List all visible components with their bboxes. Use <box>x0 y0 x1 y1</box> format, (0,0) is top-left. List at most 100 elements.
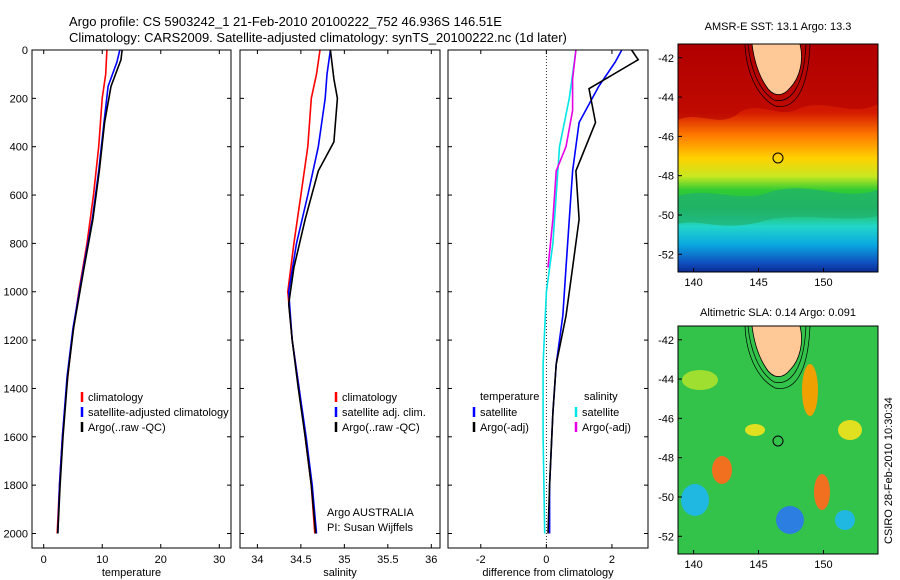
sla-float-marker <box>772 435 784 447</box>
y-tick-label: 1600 <box>4 432 28 444</box>
header-line-2: Climatology: CARS2009. Satellite-adjuste… <box>69 30 567 45</box>
x-tick-label: 10 <box>96 554 108 566</box>
y-tick-label: 600 <box>10 190 28 202</box>
map-y-tick-label: -42 <box>658 53 674 65</box>
x-tick-label: 0 <box>543 554 549 566</box>
y-tick-label: 1400 <box>4 383 28 395</box>
tasmania-contour-2 <box>744 44 811 107</box>
series-line-argo-raw-qc- <box>287 49 339 534</box>
x-tick-label: 34 <box>251 554 263 566</box>
legend-label: climatology <box>88 392 144 404</box>
x-axis-label: temperature <box>102 567 161 579</box>
legend-label: satellite-adjusted climatology <box>88 407 229 419</box>
legend-label: Argo(..raw -QC) <box>342 422 420 434</box>
map-x-tick-label: 145 <box>749 277 767 289</box>
sla-anomaly-8 <box>745 424 765 436</box>
sla-anomaly-3 <box>712 456 732 484</box>
map-y-tick-label: -46 <box>658 131 674 143</box>
legend-label: Argo(-adj) <box>582 422 631 434</box>
y-tick-label: 0 <box>22 45 28 57</box>
x-tick-label: 36 <box>425 554 437 566</box>
tasmania-contour-4 <box>744 326 811 389</box>
side-label: CSIRO 28-Feb-2010 10:30:34 <box>883 397 895 544</box>
tasmania-contour-1 <box>747 44 807 101</box>
legend-label: satellite adj. clim. <box>342 407 426 419</box>
chart-panel-2: 34 34.5 35 35.5 36 salinity climatology satelli… <box>239 49 441 579</box>
legend-title-temperature: temperature <box>480 391 539 403</box>
sst-float-marker <box>772 152 784 164</box>
x-tick-label: 0 <box>41 554 47 566</box>
series-line-satellite <box>542 49 577 534</box>
sla-map-frame <box>677 325 879 555</box>
tasmania-land-2 <box>751 326 802 377</box>
map-y-tick-label: -52 <box>658 531 674 543</box>
plot-frame <box>31 49 232 549</box>
y-tick-label: 800 <box>10 238 28 250</box>
x-tick-label: -2 <box>476 554 486 566</box>
legend-title-salinity: salinity <box>584 391 618 403</box>
x-tick-label: 2 <box>609 554 615 566</box>
series-line-argo-adj- <box>547 49 640 534</box>
sla-anomaly-9 <box>835 510 855 530</box>
map-y-tick-label: -48 <box>658 453 674 465</box>
map-y-tick-label: -48 <box>658 171 674 183</box>
series-line-argo-adj- <box>547 49 577 268</box>
x-tick-label: 35.5 <box>377 554 398 566</box>
annotation-text: Argo AUSTRALIA <box>327 507 414 519</box>
x-tick-label: 34.5 <box>290 554 311 566</box>
plot-frame <box>447 49 649 549</box>
tasmania-contour-3 <box>747 326 807 383</box>
map-x-tick-label: 140 <box>684 559 702 571</box>
y-tick-label: 1200 <box>4 335 28 347</box>
y-tick-label: 1800 <box>4 480 28 492</box>
legend-label: Argo(..raw -QC) <box>88 422 166 434</box>
sla-anomaly-2 <box>802 364 818 416</box>
sst-map-title: AMSR-E SST: 13.1 Argo: 13.3 <box>705 21 852 33</box>
series-line-climatology <box>56 49 108 534</box>
sla-anomaly-5 <box>681 484 709 516</box>
map-y-tick-label: -46 <box>658 413 674 425</box>
series-line-satellite-adjusted-climatology <box>57 49 121 534</box>
y-tick-label: 400 <box>10 142 28 154</box>
sla-anomaly-6 <box>776 506 804 534</box>
sst-cool-band <box>678 188 878 226</box>
x-tick-label: 35 <box>338 554 350 566</box>
map-y-tick-label: -52 <box>658 249 674 261</box>
map-y-tick-label: -50 <box>658 210 674 222</box>
legend-label: satellite <box>480 407 517 419</box>
plot-frame <box>239 49 441 549</box>
x-tick-label: 20 <box>155 554 167 566</box>
sst-map: AMSR-E SST: 13.1 Argo: 13.3 140 145 150 -42… <box>658 21 879 289</box>
x-axis-label: salinity <box>323 567 357 579</box>
map-x-tick-label: 140 <box>684 277 702 289</box>
x-axis-label: difference from climatology <box>482 567 614 579</box>
series-line-argo-raw-qc- <box>57 49 123 534</box>
chart-panel-1: 0 10 20 30 temperature 0 200 400 600 800 1000 1200 1… <box>4 45 232 579</box>
legend-label: Argo(-adj) <box>480 422 529 434</box>
map-x-tick-label: 145 <box>749 559 767 571</box>
sla-anomaly-4 <box>814 474 830 510</box>
tasmania-land <box>751 44 802 95</box>
map-y-tick-label: -50 <box>658 492 674 504</box>
map-y-tick-label: -44 <box>658 374 674 386</box>
map-y-tick-label: -44 <box>658 92 674 104</box>
series-line-climatology <box>286 49 321 534</box>
sla-anomaly-7 <box>838 420 862 440</box>
series-line-satellite <box>548 49 623 534</box>
map-x-tick-label: 150 <box>814 277 832 289</box>
y-tick-label: 200 <box>10 93 28 105</box>
annotation-text: PI: Susan Wijffels <box>327 522 413 534</box>
legend-label: climatology <box>342 392 398 404</box>
sla-map: Altimetric SLA: 0.14 Argo: 0.091 140 145 1… <box>658 307 879 571</box>
y-tick-label: 1000 <box>4 287 28 299</box>
x-tick-label: 30 <box>213 554 225 566</box>
map-x-tick-label: 150 <box>814 559 832 571</box>
y-tick-label: 2000 <box>4 528 28 540</box>
sst-map-frame <box>677 43 879 273</box>
series-line-satellite-adj-clim- <box>287 49 332 534</box>
legend-label: satellite <box>582 407 619 419</box>
sla-anomaly-1 <box>682 370 718 390</box>
map-y-tick-label: -42 <box>658 335 674 347</box>
